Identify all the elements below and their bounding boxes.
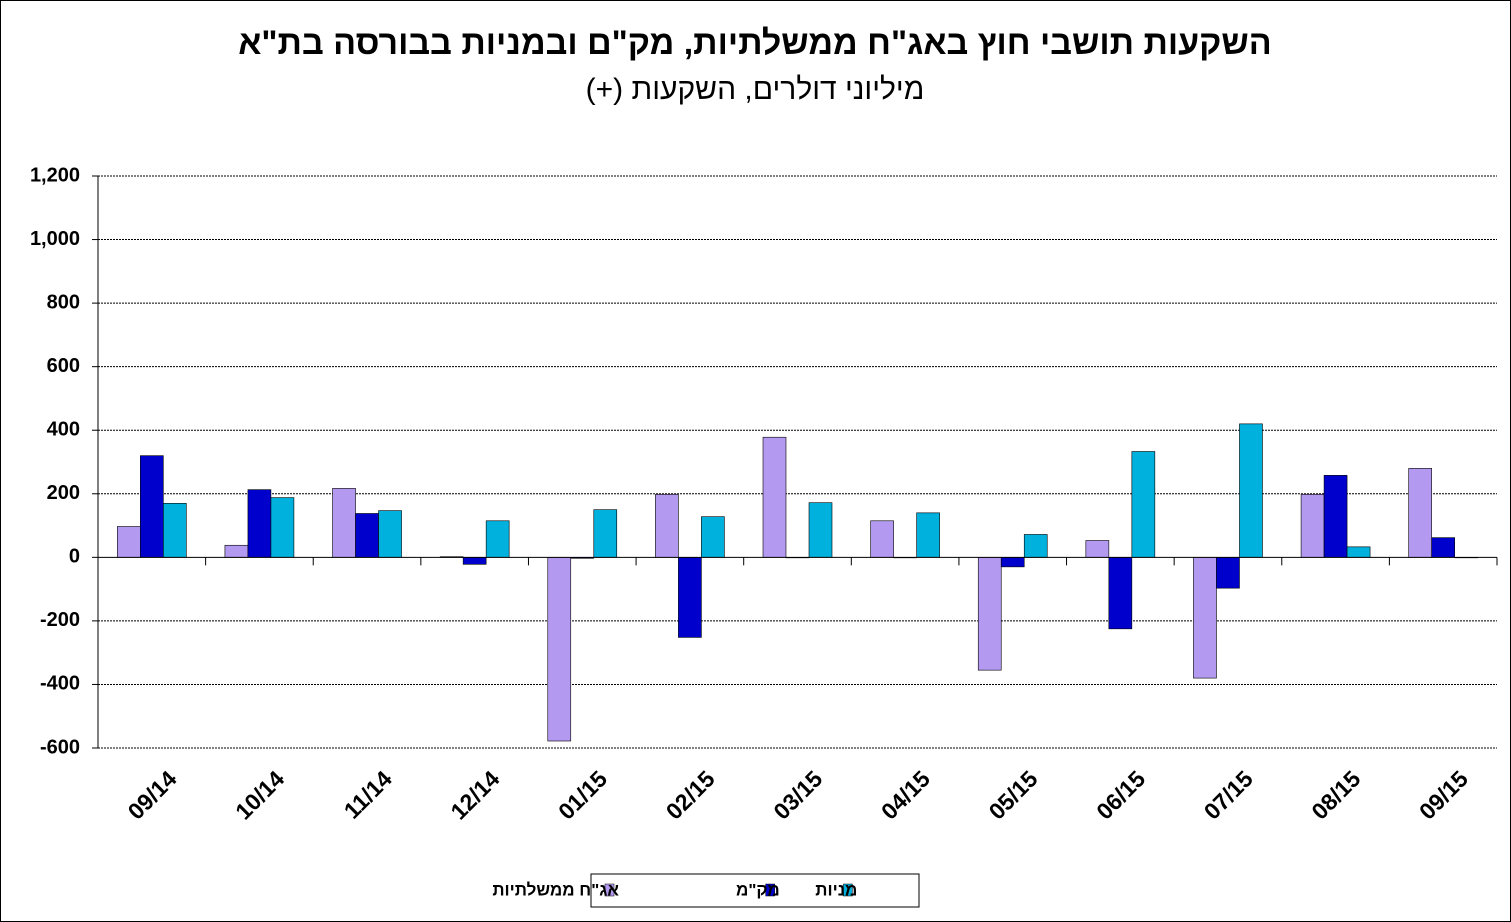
y-tick-label: 200 [47, 482, 80, 504]
bar [247, 489, 272, 558]
legend-swatch [765, 883, 775, 897]
bar [1193, 557, 1217, 679]
legend-label: אג"ח ממשלתיות [492, 880, 619, 899]
y-tick-label: 400 [47, 419, 80, 441]
bar [140, 455, 164, 558]
bar [378, 510, 402, 558]
bar [270, 497, 295, 558]
legend-swatch [604, 883, 615, 897]
bar [678, 557, 702, 638]
y-tick-label: 1,200 [30, 164, 80, 186]
x-tick-label: 07/15 [1199, 765, 1258, 824]
bar [163, 503, 187, 558]
x-tick-label: 05/15 [983, 765, 1042, 824]
bar [117, 526, 141, 558]
x-tick-label: 11/14 [339, 765, 397, 823]
bar [332, 488, 356, 558]
x-tick-label: 03/15 [768, 765, 827, 824]
y-tick-label: 1,000 [30, 228, 80, 250]
x-tick-label: 09/15 [1414, 765, 1473, 824]
bar [701, 516, 725, 558]
bar [977, 557, 1002, 671]
bar [808, 502, 833, 558]
y-tick-label: -600 [40, 736, 80, 758]
bar [1085, 540, 1110, 558]
bar [224, 544, 249, 558]
bar [1408, 468, 1432, 558]
bar [870, 520, 894, 558]
legend-box [590, 873, 920, 908]
x-tick-label: 02/15 [661, 765, 720, 824]
x-tick-label: 08/15 [1306, 765, 1365, 824]
bar [1131, 451, 1156, 558]
x-tick-label: 01/15 [553, 765, 612, 824]
bar [916, 512, 940, 558]
y-tick-label: 0 [69, 546, 80, 568]
bar [762, 436, 787, 558]
x-tick-label: 09/14 [123, 765, 182, 824]
chart-subtitle: מיליוני דולרים, השקעות (+) [586, 73, 925, 106]
bar [1323, 475, 1348, 558]
bar [1108, 557, 1133, 630]
legend-swatch [843, 883, 853, 897]
bar [1300, 494, 1325, 558]
bar [1346, 546, 1371, 558]
y-tick-label: -400 [40, 673, 80, 695]
y-tick-label: -200 [40, 609, 80, 631]
bar [485, 520, 510, 558]
bar [1431, 537, 1455, 558]
bar [462, 557, 487, 565]
x-tick-label: 06/15 [1091, 765, 1150, 824]
bar [1000, 557, 1025, 568]
x-tick-label: 12/14 [445, 765, 504, 824]
bar [1239, 423, 1263, 558]
x-tick-label: 04/15 [876, 765, 935, 824]
x-tick-label: 10/14 [230, 765, 289, 824]
legend-label: מק"מ [736, 880, 780, 899]
y-tick-label: 600 [47, 355, 80, 377]
bar [355, 513, 379, 558]
bar [547, 557, 572, 742]
bar [1023, 534, 1048, 558]
bar [593, 509, 618, 558]
bar [655, 494, 679, 558]
y-tick-label: 800 [47, 291, 80, 313]
legend-label: מניות [815, 880, 857, 899]
bar [1216, 557, 1240, 589]
chart-title: השקעות תושבי חוץ באג"ח ממשלתיות, מק"ם וב… [238, 24, 1272, 62]
